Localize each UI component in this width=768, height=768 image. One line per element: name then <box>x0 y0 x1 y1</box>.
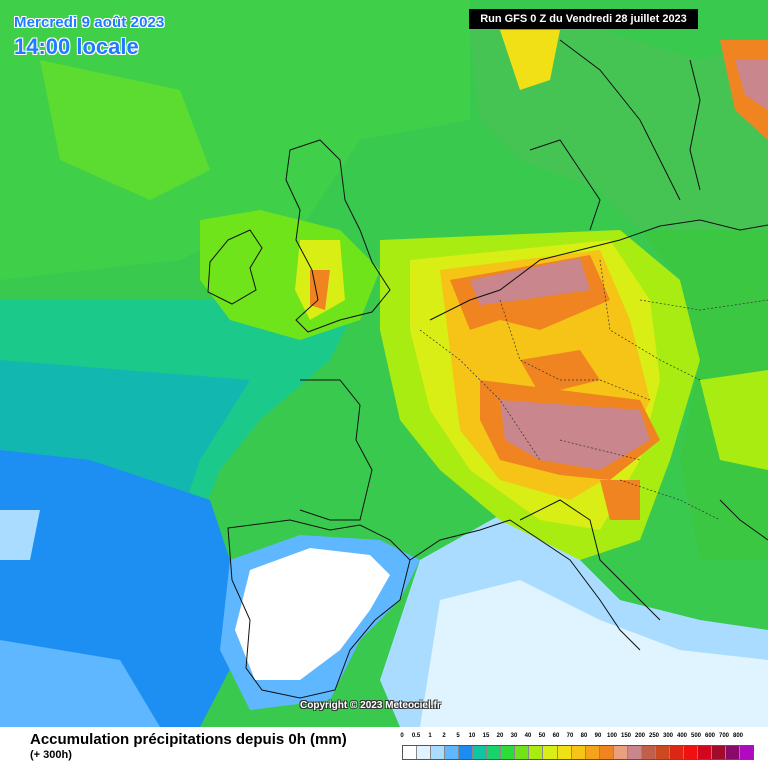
scale-bar <box>402 745 754 760</box>
scale-swatch <box>585 746 600 759</box>
ocean-patch-light <box>0 510 40 560</box>
finland-pink <box>735 60 768 110</box>
map-field <box>0 0 768 727</box>
scale-swatch <box>599 746 614 759</box>
east-europe-lime <box>700 370 768 470</box>
scale-swatch <box>683 746 698 759</box>
scale-label: 250 <box>648 733 660 739</box>
scale-swatch <box>740 746 754 759</box>
scale-swatch <box>529 746 544 759</box>
scale-swatch <box>501 746 516 759</box>
scale-label: 2 <box>442 733 446 739</box>
scale-label: 30 <box>510 733 518 739</box>
alps-pink <box>500 400 650 470</box>
scale-label: 300 <box>662 733 674 739</box>
color-scale: 0 0.5 1 2 5 10 15 20 30 40 50 60 70 80 90 100 150 200 250 3… <box>400 733 754 765</box>
uk-orange <box>310 270 330 310</box>
scale-label: 0 <box>400 733 404 739</box>
scale-swatch <box>487 746 502 759</box>
scale-label: 70 <box>566 733 574 739</box>
scale-label: 60 <box>552 733 560 739</box>
scale-label: 600 <box>704 733 716 739</box>
scale-label: 200 <box>634 733 646 739</box>
scale-swatch <box>557 746 572 759</box>
scale-swatch <box>655 746 670 759</box>
scale-label: 90 <box>594 733 602 739</box>
scale-label: 80 <box>580 733 588 739</box>
scale-swatch <box>627 746 642 759</box>
scale-label: 1 <box>428 733 432 739</box>
scale-label: 15 <box>482 733 490 739</box>
ocean-patch-sky <box>0 640 160 727</box>
legend-subtitle: (+ 300h) <box>30 749 72 761</box>
scale-label: 5 <box>456 733 460 739</box>
benelux-pink <box>470 258 590 305</box>
coastlines <box>207 39 768 699</box>
scale-swatch <box>445 746 460 759</box>
run-info: Run GFS 0 Z du Vendredi 28 juillet 2023 <box>469 9 698 29</box>
precipitation-map: Mercredi 9 août 2023 14:00 locale Run GF… <box>0 0 768 727</box>
borders <box>419 259 768 521</box>
scale-label: 10 <box>468 733 476 739</box>
scale-swatch <box>515 746 530 759</box>
scale-swatch <box>669 746 684 759</box>
scale-swatch <box>571 746 586 759</box>
scale-swatch <box>697 746 713 759</box>
scale-swatch <box>473 746 488 759</box>
valid-date: Mercredi 9 août 2023 <box>14 14 165 31</box>
scale-swatch <box>459 746 474 759</box>
scale-label: 20 <box>496 733 504 739</box>
scale-label: 40 <box>524 733 532 739</box>
balkan-orange <box>600 480 640 520</box>
scale-label: 150 <box>620 733 632 739</box>
scale-swatch <box>403 746 418 759</box>
scale-labels: 0 0.5 1 2 5 10 15 20 30 40 50 60 70 80 90 100 150 200 250 3… <box>400 733 752 745</box>
scale-label: 700 <box>718 733 730 739</box>
med-pale <box>420 580 768 727</box>
scale-swatch <box>712 746 727 759</box>
valid-local-time: 14:00 locale <box>14 34 139 59</box>
iberia-dry <box>235 548 390 680</box>
scale-swatch <box>543 746 558 759</box>
atlantic-bright-patch <box>40 60 210 200</box>
scale-label: 400 <box>676 733 688 739</box>
scale-label: 50 <box>538 733 546 739</box>
scale-label: 0.5 <box>411 733 421 739</box>
scale-swatch <box>641 746 656 759</box>
scale-swatch <box>417 746 432 759</box>
germany-orange <box>520 350 600 395</box>
legend-footer: Accumulation précipitations depuis 0h (m… <box>0 727 768 768</box>
norway-yellow <box>500 30 560 90</box>
scale-label: 800 <box>732 733 744 739</box>
scale-label: 100 <box>606 733 618 739</box>
north-atlantic-green <box>0 0 470 280</box>
scale-swatch <box>431 746 446 759</box>
legend-title: Accumulation précipitations depuis 0h (m… <box>30 731 347 748</box>
scale-swatch <box>726 746 741 759</box>
scale-label: 500 <box>690 733 702 739</box>
copyright: Copyright © 2023 Meteociel.fr <box>300 700 441 711</box>
scale-swatch <box>613 746 628 759</box>
